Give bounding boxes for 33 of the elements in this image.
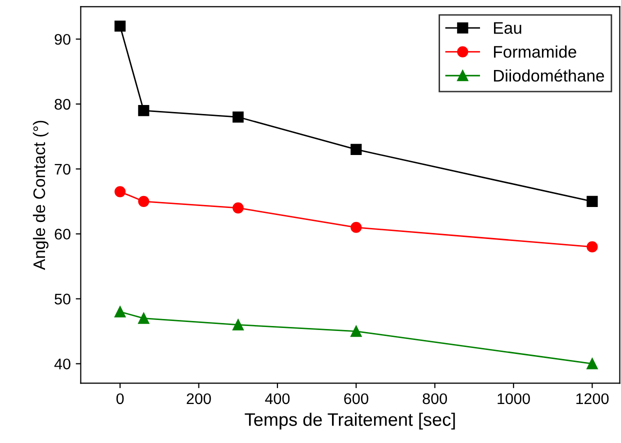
point bbox=[138, 196, 150, 207]
point bbox=[586, 358, 598, 370]
point bbox=[138, 312, 150, 324]
x-tick-label: 1000 bbox=[498, 393, 530, 404]
point bbox=[350, 222, 362, 233]
point bbox=[232, 111, 244, 123]
x-tick-label: 0 bbox=[116, 393, 124, 404]
x-tick-label: 400 bbox=[265, 393, 290, 404]
y-tick-label: 50 bbox=[54, 294, 70, 304]
point bbox=[114, 20, 126, 32]
y-tick-label: 40 bbox=[54, 358, 70, 370]
point bbox=[350, 144, 362, 156]
point bbox=[350, 326, 362, 337]
x-tick-label: 200 bbox=[186, 393, 211, 404]
x-tick-label: 800 bbox=[422, 393, 447, 404]
legend-label: Diiodométhane bbox=[494, 69, 604, 82]
y-tick-label: 60 bbox=[54, 228, 70, 240]
point bbox=[138, 104, 150, 116]
y-axis-title: Angle de Contact (°) bbox=[32, 120, 48, 270]
point bbox=[586, 196, 598, 207]
point bbox=[232, 319, 244, 330]
point bbox=[114, 186, 126, 198]
point bbox=[586, 241, 598, 252]
y-tick-label: 80 bbox=[54, 98, 70, 110]
x-tick-label: 1200 bbox=[576, 393, 609, 404]
legend-label: Formamide bbox=[494, 46, 576, 58]
legend-label: Eau bbox=[494, 22, 522, 34]
point bbox=[232, 202, 244, 214]
point bbox=[114, 306, 126, 318]
y-tick-label: 90 bbox=[54, 34, 70, 45]
x-tick-label: 600 bbox=[344, 393, 368, 404]
x-axis-title: Temps de Traitement [sec] bbox=[244, 412, 455, 430]
y-tick-label: 70 bbox=[54, 164, 70, 175]
